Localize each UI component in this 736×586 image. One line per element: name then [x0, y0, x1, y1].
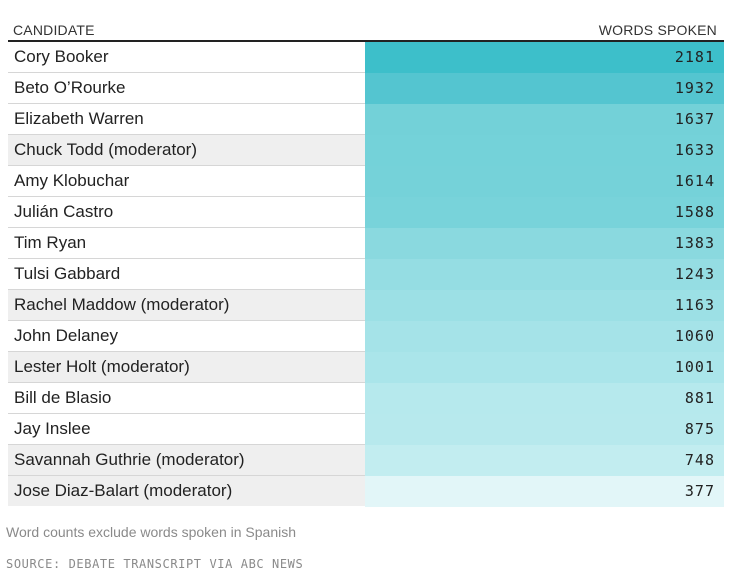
table-row: Cory Booker 2181 — [8, 42, 724, 73]
words-spoken-value: 1163 — [365, 290, 724, 321]
words-spoken-value: 1243 — [365, 259, 724, 290]
table-body: Cory Booker 2181 Beto O’Rourke 1932 Elizabet… — [8, 42, 724, 507]
table-header: CANDIDATE WORDS SPOKEN — [8, 14, 724, 42]
table-row: Elizabeth Warren 1637 — [8, 104, 724, 135]
words-spoken-value: 377 — [365, 476, 724, 507]
table-row: Amy Klobuchar 1614 — [8, 166, 724, 197]
candidate-name: Jose Diaz-Balart (moderator) — [8, 476, 365, 506]
table-row: Lester Holt (moderator) 1001 — [8, 352, 724, 383]
words-spoken-value: 748 — [365, 445, 724, 476]
candidate-name: Julián Castro — [14, 202, 114, 221]
candidate-name: Tulsi Gabbard — [14, 264, 121, 283]
candidate-name: Lester Holt (moderator) — [8, 352, 365, 382]
candidate-name: Bill de Blasio — [14, 388, 112, 407]
candidate-name: Amy Klobuchar — [14, 171, 130, 190]
candidate-name: Cory Booker — [14, 47, 109, 66]
candidate-name: Tim Ryan — [14, 233, 87, 252]
table-row: John Delaney 1060 — [8, 321, 724, 352]
words-spoken-value: 1001 — [365, 352, 724, 383]
table-row: Chuck Todd (moderator) 1633 — [8, 135, 724, 166]
table-row: Tulsi Gabbard 1243 — [8, 259, 724, 290]
table-row: Julián Castro 1588 — [8, 197, 724, 228]
words-spoken-table: CANDIDATE WORDS SPOKEN Cory Booker 2181 Be… — [8, 14, 724, 507]
words-spoken-value: 875 — [365, 414, 724, 445]
table-row: Jose Diaz-Balart (moderator) 377 — [8, 476, 724, 507]
table-row: Beto O’Rourke 1932 — [8, 73, 724, 104]
column-header-candidate: CANDIDATE — [13, 22, 95, 38]
candidate-name: Jay Inslee — [14, 419, 91, 438]
column-header-words-spoken: WORDS SPOKEN — [598, 22, 717, 38]
words-spoken-value: 1383 — [365, 228, 724, 259]
candidate-name: Savannah Guthrie (moderator) — [8, 445, 365, 475]
words-spoken-value: 1614 — [365, 166, 724, 197]
words-spoken-value: 1633 — [365, 135, 724, 166]
candidate-name: Rachel Maddow (moderator) — [8, 290, 365, 320]
source-line: SOURCE: DEBATE TRANSCRIPT VIA ABC NEWS — [6, 557, 304, 571]
table-row: Savannah Guthrie (moderator) 748 — [8, 445, 724, 476]
candidate-name: Elizabeth Warren — [14, 109, 144, 128]
words-spoken-value: 1588 — [365, 197, 724, 228]
words-spoken-value: 881 — [365, 383, 724, 414]
table-row: Bill de Blasio 881 — [8, 383, 724, 414]
candidate-name: Chuck Todd (moderator) — [8, 135, 365, 165]
table-row: Jay Inslee 875 — [8, 414, 724, 445]
candidate-name: John Delaney — [14, 326, 118, 345]
table-row: Rachel Maddow (moderator) 1163 — [8, 290, 724, 321]
table-row: Tim Ryan 1383 — [8, 228, 724, 259]
words-spoken-value: 2181 — [365, 42, 724, 73]
candidate-name: Beto O’Rourke — [14, 78, 126, 97]
footnote: Word counts exclude words spoken in Span… — [6, 524, 297, 540]
words-spoken-value: 1060 — [365, 321, 724, 352]
words-spoken-value: 1932 — [365, 73, 724, 104]
words-spoken-value: 1637 — [365, 104, 724, 135]
